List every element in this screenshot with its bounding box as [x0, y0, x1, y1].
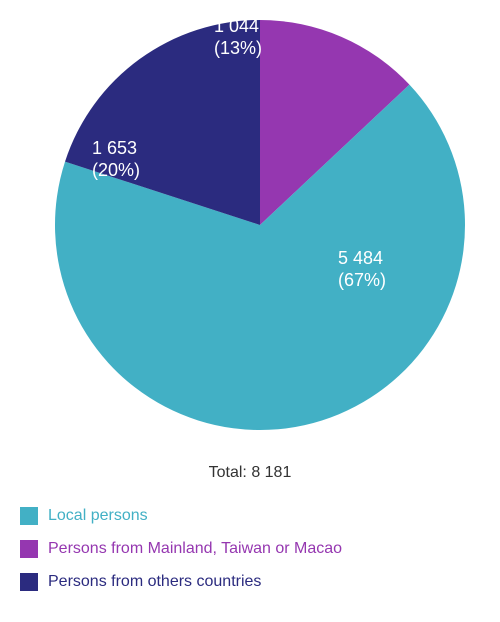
slice-value-local: 5 484: [338, 248, 383, 268]
legend-item-others: Persons from others countries: [20, 572, 480, 591]
legend-label-local: Local persons: [48, 506, 148, 525]
legend-label-mainland: Persons from Mainland, Taiwan or Macao: [48, 539, 342, 558]
legend: Local persons Persons from Mainland, Taiw…: [0, 506, 500, 622]
legend-item-local: Local persons: [20, 506, 480, 525]
slice-value-others: 1 653: [92, 138, 137, 158]
slice-percent-local: (67%): [338, 270, 386, 290]
slice-value-mainland: 1 044: [214, 16, 259, 36]
total-label: Total: 8 181: [0, 464, 500, 482]
slice-percent-mainland: (13%): [214, 38, 262, 58]
slice-percent-others: (20%): [92, 160, 140, 180]
legend-item-mainland: Persons from Mainland, Taiwan or Macao: [20, 539, 480, 558]
legend-swatch-mainland: [20, 540, 38, 558]
legend-swatch-local: [20, 507, 38, 525]
pie-chart: 1 044(13%) 5 484(67%) 1 653(20%): [0, 0, 500, 460]
legend-swatch-others: [20, 573, 38, 591]
legend-label-others: Persons from others countries: [48, 572, 261, 591]
